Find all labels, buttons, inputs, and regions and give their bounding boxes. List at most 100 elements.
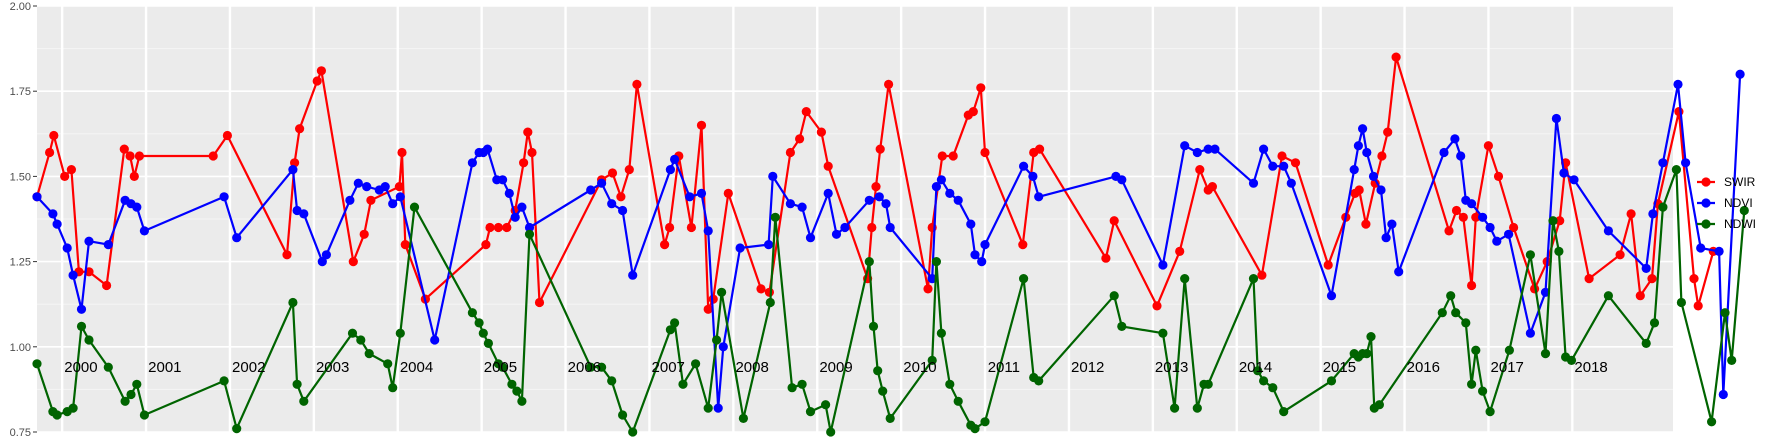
data-point-swir [1391, 52, 1401, 62]
data-point-ndvi [321, 250, 331, 260]
data-point-swir [875, 144, 885, 154]
data-point-ndvi [785, 199, 796, 209]
data-point-ndwi [288, 297, 298, 308]
data-point-swir [1175, 246, 1185, 256]
data-point-ndwi [512, 386, 522, 396]
data-point-ndwi [68, 403, 78, 413]
data-point-swir [1509, 222, 1519, 233]
data-point-swir [980, 147, 990, 158]
data-point-ndvi [665, 165, 676, 175]
data-point-ndvi [1658, 158, 1668, 168]
legend-label: SWIR [1724, 175, 1756, 189]
data-point-swir [1109, 216, 1119, 226]
data-point-ndwi [1180, 274, 1190, 284]
series-layer [32, 52, 1749, 437]
data-point-swir [129, 171, 139, 181]
year-label: 2004 [400, 359, 433, 376]
data-point-swir [1615, 250, 1625, 260]
data-point-ndvi [1019, 161, 1029, 171]
data-point-swir [1689, 274, 1699, 284]
data-point-ndwi [409, 202, 420, 212]
year-label: 2003 [316, 359, 349, 376]
data-point-ndvi [1559, 168, 1569, 178]
data-point-ndvi [797, 202, 807, 212]
legend: SWIR NDVI NDWI [1697, 175, 1756, 231]
data-point-ndvi [764, 240, 774, 250]
data-point-ndvi [482, 144, 493, 154]
data-point-ndvi [586, 185, 596, 195]
data-point-ndwi [787, 383, 797, 393]
data-point-ndvi [1735, 69, 1745, 79]
data-point-swir [665, 222, 675, 233]
data-point-ndvi [1326, 291, 1337, 301]
year-label: 2018 [1574, 359, 1607, 376]
data-point-swir [686, 222, 697, 233]
data-point-ndvi [1648, 209, 1658, 219]
data-point-ndvi [1028, 171, 1038, 181]
legend-item-ndvi: NDVI [1697, 196, 1753, 210]
data-point-ndvi [1034, 192, 1044, 202]
data-point-ndvi [670, 154, 680, 164]
data-point-swir [366, 195, 376, 205]
data-point-ndvi [62, 243, 72, 253]
data-point-ndvi [936, 175, 947, 185]
data-point-ndwi [607, 376, 617, 386]
data-point-swir [823, 161, 833, 171]
data-point-ndwi [878, 386, 888, 396]
data-point-ndwi [1019, 274, 1029, 284]
data-point-swir [359, 229, 369, 239]
data-point-ndwi [299, 396, 309, 406]
data-point-ndvi [510, 212, 520, 222]
data-point-ndwi [670, 318, 680, 328]
data-point-swir [66, 165, 76, 175]
data-point-ndwi [805, 407, 816, 417]
data-point-ndwi [691, 359, 701, 369]
data-point-swir [1323, 260, 1333, 270]
data-point-swir [616, 192, 626, 202]
data-point-ndwi [139, 410, 149, 420]
legend-item-swir: SWIR [1697, 175, 1756, 189]
data-point-ndwi [132, 379, 142, 389]
data-point-ndvi [232, 233, 242, 243]
data-point-ndvi [1117, 175, 1127, 185]
data-point-ndvi [32, 192, 42, 202]
data-point-swir [1626, 209, 1636, 219]
data-point-ndvi [1467, 199, 1477, 209]
data-point-ndvi [685, 192, 695, 202]
data-point-swir [816, 127, 827, 137]
data-point-swir [660, 240, 670, 250]
data-point-ndvi [1376, 185, 1386, 195]
series-line-swir [35, 56, 1715, 311]
data-point-ndvi [1718, 389, 1728, 400]
data-point-ndvi [607, 199, 617, 209]
data-point-ndwi [873, 366, 883, 376]
data-point-ndvi [1681, 158, 1691, 168]
data-point-swir [49, 130, 59, 141]
data-point-swir [756, 284, 766, 294]
data-point-ndvi [1268, 161, 1278, 171]
data-point-ndwi [717, 287, 727, 297]
data-point-ndwi [1641, 338, 1651, 348]
data-point-ndvi [977, 257, 987, 267]
data-point-ndwi [356, 335, 366, 345]
data-point-ndvi [317, 257, 327, 267]
data-point-ndwi [1117, 321, 1127, 331]
data-point-ndvi [735, 243, 745, 253]
data-point-swir [45, 147, 55, 158]
data-point-ndvi [597, 178, 607, 188]
y-tick-label: 1.75 [10, 86, 31, 98]
data-point-ndwi [885, 413, 895, 423]
data-point-ndvi [718, 342, 728, 352]
data-point-swir [1693, 301, 1703, 311]
data-point-ndvi [618, 205, 628, 216]
data-point-swir [607, 168, 618, 178]
data-point-ndvi [1368, 171, 1379, 181]
data-point-ndwi [1253, 366, 1263, 376]
data-point-ndvi [980, 240, 990, 250]
data-point-ndvi [1349, 165, 1359, 175]
legend-key-point [1701, 198, 1711, 208]
data-point-ndvi [874, 192, 884, 202]
data-point-ndwi [1192, 403, 1202, 413]
data-point-ndvi [388, 199, 398, 209]
data-point-swir [884, 79, 894, 89]
